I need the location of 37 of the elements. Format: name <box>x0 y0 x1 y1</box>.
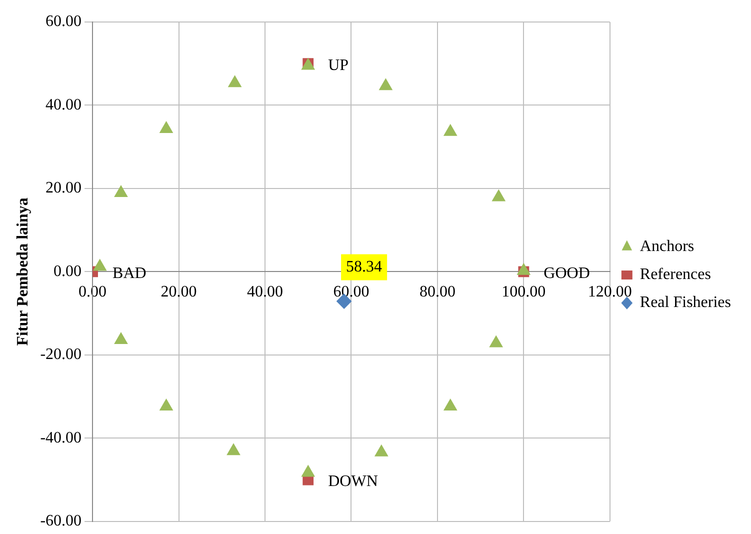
legend-label: Real Fisheries <box>640 294 731 312</box>
y-tick-label: 20.00 <box>46 180 82 197</box>
point <box>114 332 128 344</box>
point <box>93 259 106 271</box>
x-tick-label: 40.00 <box>246 284 283 301</box>
annotation: DOWN <box>328 472 378 490</box>
x-tick-label: 80.00 <box>419 284 456 301</box>
point <box>444 124 457 136</box>
legend-label: References <box>640 266 711 284</box>
x-tick-label: 60.00 <box>333 284 370 301</box>
point <box>302 465 315 477</box>
y-tick-label: -20.00 <box>40 346 82 364</box>
y-tick-label: 60.00 <box>46 13 82 30</box>
x-tick-label: 100.00 <box>502 284 546 301</box>
annotation: UP <box>328 56 349 74</box>
y-tick-label: 40.00 <box>46 96 82 114</box>
point <box>379 78 392 90</box>
x-tick-label: 120.00 <box>588 284 632 301</box>
annotation: 58.34 <box>346 258 382 276</box>
point <box>114 186 128 198</box>
point <box>492 190 506 202</box>
y-tick-label: 0.00 <box>54 262 82 280</box>
point <box>226 444 240 456</box>
point <box>160 399 173 411</box>
point <box>490 336 503 348</box>
annotation: BAD <box>112 264 146 282</box>
point <box>444 399 457 411</box>
x-tick-label: 20.00 <box>160 284 197 301</box>
y-tick-label: -60.00 <box>40 512 82 530</box>
point <box>517 263 530 275</box>
annotation: GOOD <box>544 264 590 282</box>
point <box>374 444 388 456</box>
point <box>228 76 242 88</box>
y-tick-label: -40.00 <box>40 429 82 446</box>
legend-label: Anchors <box>640 238 694 256</box>
y-axis-title: Fitur Pembeda lainya <box>14 198 32 346</box>
point <box>160 121 173 133</box>
